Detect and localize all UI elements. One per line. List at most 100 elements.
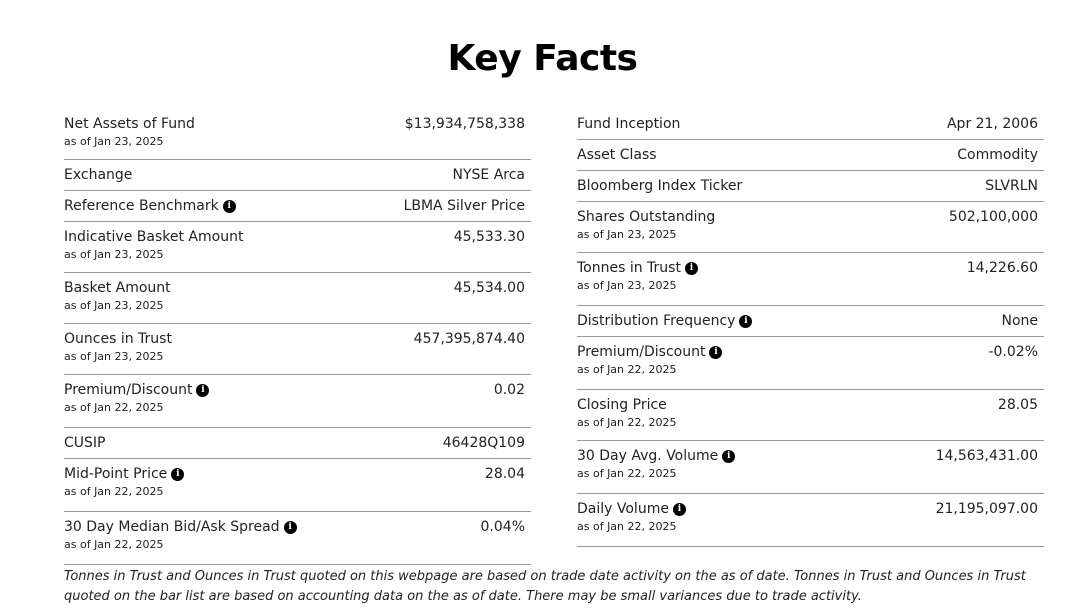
info-icon[interactable]: i bbox=[171, 467, 185, 481]
key-fact-value: None bbox=[1001, 313, 1038, 329]
key-fact-label-line: Shares Outstanding bbox=[577, 208, 715, 226]
key-fact-label: Tonnes in Trust bbox=[577, 260, 681, 276]
key-fact-label-group: Reference Benchmark i bbox=[64, 197, 236, 215]
key-fact-label-group: Distribution Frequency i bbox=[577, 312, 753, 330]
key-fact-row: Exchange NYSE Arca bbox=[64, 160, 531, 191]
key-fact-value: 502,100,000 bbox=[948, 209, 1038, 225]
key-fact-value: 0.02 bbox=[493, 382, 525, 398]
key-fact-row: Reference Benchmark i LBMA Silver Price bbox=[64, 191, 531, 222]
key-fact-label: Indicative Basket Amount bbox=[64, 229, 244, 245]
key-fact-as-of-date: as of Jan 23, 2025 bbox=[577, 279, 677, 292]
info-icon[interactable]: i bbox=[222, 199, 236, 213]
key-fact-value: 14,563,431.00 bbox=[935, 448, 1038, 464]
key-facts-right-column: Fund Inception Apr 21, 2006 Asset Class Com… bbox=[577, 109, 1044, 547]
key-fact-label-line: Distribution Frequency i bbox=[577, 312, 753, 330]
key-fact-label-group: Shares Outstanding as of Jan 23, 2025 bbox=[577, 208, 715, 243]
key-fact-value: 457,395,874.40 bbox=[413, 331, 525, 347]
key-fact-label: Bloomberg Index Ticker bbox=[577, 178, 743, 194]
key-fact-row: Tonnes in Trust i as of Jan 23, 2025 14,226… bbox=[577, 253, 1044, 306]
key-fact-as-of-date: as of Jan 22, 2025 bbox=[64, 538, 164, 551]
key-fact-row: Asset Class Commodity bbox=[577, 140, 1044, 171]
key-fact-row: Premium/Discount i as of Jan 22, 2025 -0.02… bbox=[577, 337, 1044, 390]
key-fact-label: Basket Amount bbox=[64, 280, 171, 296]
key-fact-row: Distribution Frequency i None bbox=[577, 306, 1044, 337]
key-fact-value: 0.04% bbox=[480, 519, 525, 535]
key-fact-label-group: Fund Inception bbox=[577, 115, 680, 133]
info-icon[interactable]: i bbox=[196, 383, 210, 397]
page-title: Key Facts bbox=[447, 38, 638, 80]
key-fact-label: Closing Price bbox=[577, 397, 667, 413]
key-fact-value: 28.05 bbox=[997, 397, 1038, 413]
key-fact-as-of-date: as of Jan 23, 2025 bbox=[577, 228, 677, 241]
key-fact-value: -0.02% bbox=[988, 344, 1038, 360]
info-icon[interactable]: i bbox=[739, 314, 753, 328]
key-fact-label: 30 Day Avg. Volume bbox=[577, 448, 719, 464]
key-fact-label-group: Asset Class bbox=[577, 146, 657, 164]
key-fact-as-of-date: as of Jan 22, 2025 bbox=[577, 520, 677, 533]
key-fact-as-of-date: as of Jan 22, 2025 bbox=[64, 401, 164, 414]
key-fact-as-of-date: as of Jan 22, 2025 bbox=[577, 467, 677, 480]
key-fact-value: Commodity bbox=[957, 147, 1038, 163]
key-fact-label-line: Indicative Basket Amount bbox=[64, 228, 243, 246]
key-fact-label-line: Ounces in Trust bbox=[64, 330, 172, 348]
key-fact-value: 21,195,097.00 bbox=[935, 501, 1038, 517]
key-fact-label: Reference Benchmark bbox=[64, 198, 219, 214]
key-fact-label: Exchange bbox=[64, 167, 133, 183]
key-fact-value: 45,533.30 bbox=[453, 229, 525, 245]
key-fact-as-of-date: as of Jan 22, 2025 bbox=[64, 485, 164, 498]
key-fact-label-group: Indicative Basket Amount as of Jan 23, 20… bbox=[64, 228, 243, 263]
key-fact-label-line: Tonnes in Trust i bbox=[577, 259, 698, 277]
info-icon[interactable]: i bbox=[283, 520, 297, 534]
key-fact-label: Daily Volume bbox=[577, 501, 669, 517]
info-icon[interactable]: i bbox=[722, 449, 736, 463]
key-fact-label: Mid-Point Price bbox=[64, 466, 168, 482]
key-fact-label-group: Tonnes in Trust i as of Jan 23, 2025 bbox=[577, 259, 698, 294]
key-fact-as-of-date: as of Jan 23, 2025 bbox=[64, 299, 164, 312]
key-fact-value: 28.04 bbox=[484, 466, 525, 482]
key-fact-value: Apr 21, 2006 bbox=[946, 116, 1038, 132]
key-fact-as-of-date: as of Jan 23, 2025 bbox=[64, 350, 164, 363]
key-fact-label-line: Net Assets of Fund bbox=[64, 115, 195, 133]
info-icon[interactable]: i bbox=[684, 261, 698, 275]
key-fact-row: Net Assets of Fund as of Jan 23, 2025 $13,… bbox=[64, 109, 531, 160]
key-fact-row: Premium/Discount i as of Jan 22, 2025 0.02 bbox=[64, 375, 531, 428]
key-fact-label-line: Closing Price bbox=[577, 396, 677, 414]
key-fact-label: Fund Inception bbox=[577, 116, 681, 132]
key-fact-as-of-date: as of Jan 23, 2025 bbox=[64, 248, 164, 261]
key-fact-label: Premium/Discount bbox=[577, 344, 706, 360]
key-fact-as-of-date: as of Jan 22, 2025 bbox=[577, 416, 677, 429]
key-fact-label-line: Premium/Discount i bbox=[577, 343, 723, 361]
key-fact-as-of-date: as of Jan 22, 2025 bbox=[577, 363, 677, 376]
key-fact-value: 45,534.00 bbox=[453, 280, 525, 296]
key-fact-label: CUSIP bbox=[64, 435, 106, 451]
key-fact-row: 30 Day Avg. Volume i as of Jan 22, 2025 14,… bbox=[577, 441, 1044, 494]
key-fact-row: Closing Price as of Jan 22, 2025 28.05 bbox=[577, 390, 1044, 441]
key-fact-row: Mid-Point Price i as of Jan 22, 2025 28.04 bbox=[64, 459, 531, 512]
key-fact-label-line: Premium/Discount i bbox=[64, 381, 210, 399]
key-fact-label-line: Basket Amount bbox=[64, 279, 171, 297]
key-fact-label: Ounces in Trust bbox=[64, 331, 172, 347]
info-icon[interactable]: i bbox=[672, 502, 686, 516]
key-fact-value: 14,226.60 bbox=[966, 260, 1038, 276]
key-fact-label: Asset Class bbox=[577, 147, 657, 163]
key-fact-label-group: Net Assets of Fund as of Jan 23, 2025 bbox=[64, 115, 195, 150]
key-fact-label-line: Reference Benchmark i bbox=[64, 197, 236, 215]
key-fact-label-line: Fund Inception bbox=[577, 115, 680, 133]
key-fact-label-line: Daily Volume i bbox=[577, 500, 686, 518]
key-fact-as-of-date: as of Jan 23, 2025 bbox=[64, 135, 164, 148]
info-icon[interactable]: i bbox=[709, 345, 723, 359]
key-fact-value: NYSE Arca bbox=[452, 167, 525, 183]
key-fact-label: Premium/Discount bbox=[64, 382, 193, 398]
key-fact-row: Daily Volume i as of Jan 22, 2025 21,195,09… bbox=[577, 494, 1044, 547]
key-fact-label: Distribution Frequency bbox=[577, 313, 736, 329]
key-fact-label-line: 30 Day Avg. Volume i bbox=[577, 447, 736, 465]
key-fact-label-group: Ounces in Trust as of Jan 23, 2025 bbox=[64, 330, 172, 365]
key-fact-label: Shares Outstanding bbox=[577, 209, 716, 225]
key-fact-label: 30 Day Median Bid/Ask Spread bbox=[64, 519, 280, 535]
key-fact-label-group: Exchange bbox=[64, 166, 132, 184]
key-facts-left-column: Net Assets of Fund as of Jan 23, 2025 $13,… bbox=[64, 109, 531, 565]
key-fact-label-group: 30 Day Median Bid/Ask Spread i as of Jan 2… bbox=[64, 518, 297, 553]
key-fact-row: Basket Amount as of Jan 23, 2025 45,534.00 bbox=[64, 273, 531, 324]
key-fact-label-group: Premium/Discount i as of Jan 22, 2025 bbox=[64, 381, 210, 416]
key-fact-row: Shares Outstanding as of Jan 23, 2025 502,… bbox=[577, 202, 1044, 253]
